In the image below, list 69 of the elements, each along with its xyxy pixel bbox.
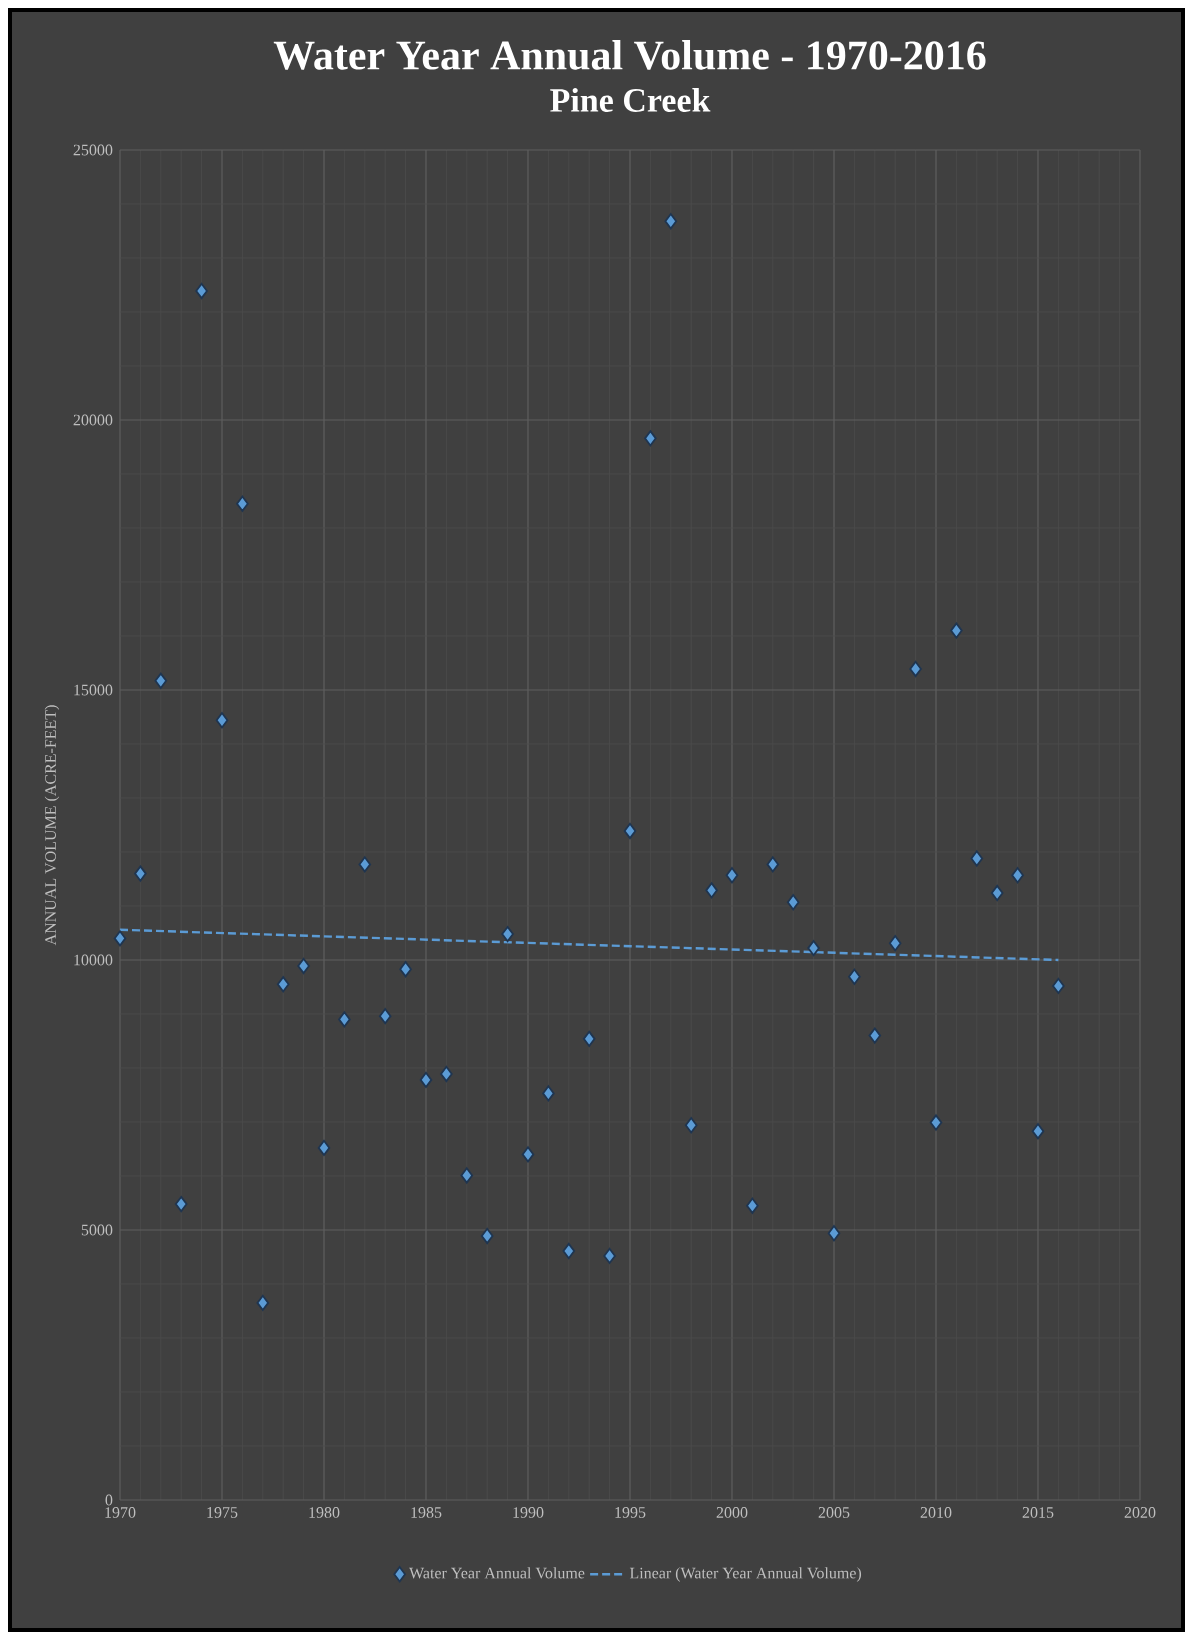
point <box>746 1197 759 1214</box>
point <box>623 822 637 840</box>
point <box>1052 977 1065 995</box>
point <box>256 1294 270 1311</box>
point <box>950 622 963 639</box>
point <box>358 856 372 873</box>
point <box>684 1117 698 1134</box>
y-tick-label: 20000 <box>73 414 113 426</box>
legend-label: Linear (Water Year Annual Volume) <box>629 1567 862 1582</box>
point <box>297 957 310 975</box>
y-tick-label: 15000 <box>74 684 113 696</box>
y-tick-label: 25000 <box>73 144 113 156</box>
point <box>766 856 780 873</box>
point <box>725 867 739 884</box>
point <box>990 884 1004 902</box>
point <box>929 1114 943 1131</box>
x-tick-label: 1995 <box>615 1507 646 1518</box>
x-tick-label: 1975 <box>207 1507 238 1518</box>
point <box>644 430 657 447</box>
point <box>440 1065 453 1083</box>
y-tick-label: 10000 <box>74 954 113 966</box>
point <box>338 1011 351 1028</box>
point <box>786 894 800 911</box>
point <box>827 1225 841 1242</box>
point <box>970 850 984 867</box>
legend-label: Water Year Annual Volume <box>409 1567 585 1579</box>
point <box>807 940 820 957</box>
point <box>909 660 922 678</box>
point <box>378 1008 392 1025</box>
point <box>664 213 678 230</box>
x-tick-label: 1985 <box>411 1507 442 1518</box>
x-tick-label: 1980 <box>309 1507 340 1518</box>
y-tick-label: 5000 <box>81 1224 113 1236</box>
point <box>1011 867 1024 884</box>
x-tick-label: 2000 <box>716 1507 748 1518</box>
point <box>399 961 412 978</box>
point <box>888 935 902 952</box>
point <box>134 865 147 882</box>
point <box>460 1167 474 1184</box>
point <box>868 1027 882 1044</box>
point <box>317 1139 331 1157</box>
x-tick-label: 1970 <box>105 1507 136 1518</box>
point <box>603 1247 616 1265</box>
point <box>154 672 168 689</box>
chart-title: Water Year Annual Volume - 1970-2016 <box>273 40 986 70</box>
point <box>419 1071 433 1088</box>
point <box>276 976 290 993</box>
x-tick-label: 1990 <box>513 1507 544 1518</box>
point <box>501 925 514 943</box>
point <box>480 1227 494 1245</box>
point <box>1031 1123 1045 1140</box>
point <box>542 1085 555 1102</box>
point <box>705 882 718 899</box>
x-tick-label: 2005 <box>818 1507 850 1518</box>
y-tick-label: 0 <box>105 1494 113 1506</box>
point <box>562 1242 576 1260</box>
x-tick-label: 2015 <box>1022 1507 1054 1518</box>
point <box>848 968 861 985</box>
x-tick-label: 2020 <box>1124 1507 1156 1518</box>
y-axis-title: ANNUAL VOLUME (ACRE-FEET) <box>44 705 60 946</box>
point <box>174 1195 188 1213</box>
chart-subtitle: Pine Creek <box>550 88 711 112</box>
point <box>215 712 229 729</box>
point <box>521 1146 535 1163</box>
point <box>113 930 127 947</box>
x-tick-label: 2010 <box>920 1507 952 1518</box>
point <box>195 282 208 300</box>
point <box>582 1030 596 1047</box>
point <box>236 495 249 512</box>
